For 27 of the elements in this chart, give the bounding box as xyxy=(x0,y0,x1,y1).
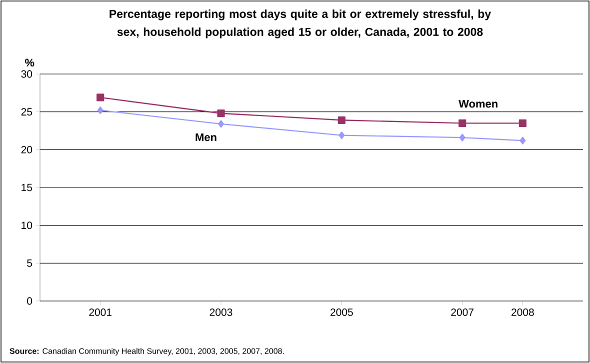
text: Source: Canadian Community Health Survey, 2001, 2003, 2005, 2007, 2008. xyxy=(10,348,284,356)
point xyxy=(338,116,346,124)
point xyxy=(96,94,104,102)
point xyxy=(459,134,466,142)
y-tick-label: 10 xyxy=(22,222,32,230)
y-tick-label: 20 xyxy=(21,146,32,154)
x-tick-label: 2005 xyxy=(330,308,353,316)
y-axis-title: % xyxy=(24,58,34,66)
point xyxy=(338,131,345,140)
y-tick-label: 15 xyxy=(22,184,32,192)
y-tick-label: 25 xyxy=(21,108,32,116)
x-tick-label: 2008 xyxy=(512,308,534,316)
x-tick-label: 2007 xyxy=(451,308,474,316)
y-tick-label: 5 xyxy=(27,260,32,267)
point xyxy=(518,119,526,127)
x-tick-label: 2003 xyxy=(210,308,232,316)
point xyxy=(520,136,526,144)
chart-title: Percentage reporting most days quite a bit or extremely stressful, by sex, household population aged 15 or older, Canada, 2001 to 2008 xyxy=(110,10,491,38)
y-tick-label: 30 xyxy=(21,70,32,78)
x-tick-label: 2001 xyxy=(89,308,112,316)
series-label: Men xyxy=(196,133,216,142)
series-label: Women xyxy=(458,100,498,108)
y-tick-label: 0 xyxy=(27,297,32,305)
point xyxy=(458,119,466,127)
point xyxy=(217,110,225,118)
point xyxy=(97,106,104,114)
point xyxy=(218,120,224,128)
